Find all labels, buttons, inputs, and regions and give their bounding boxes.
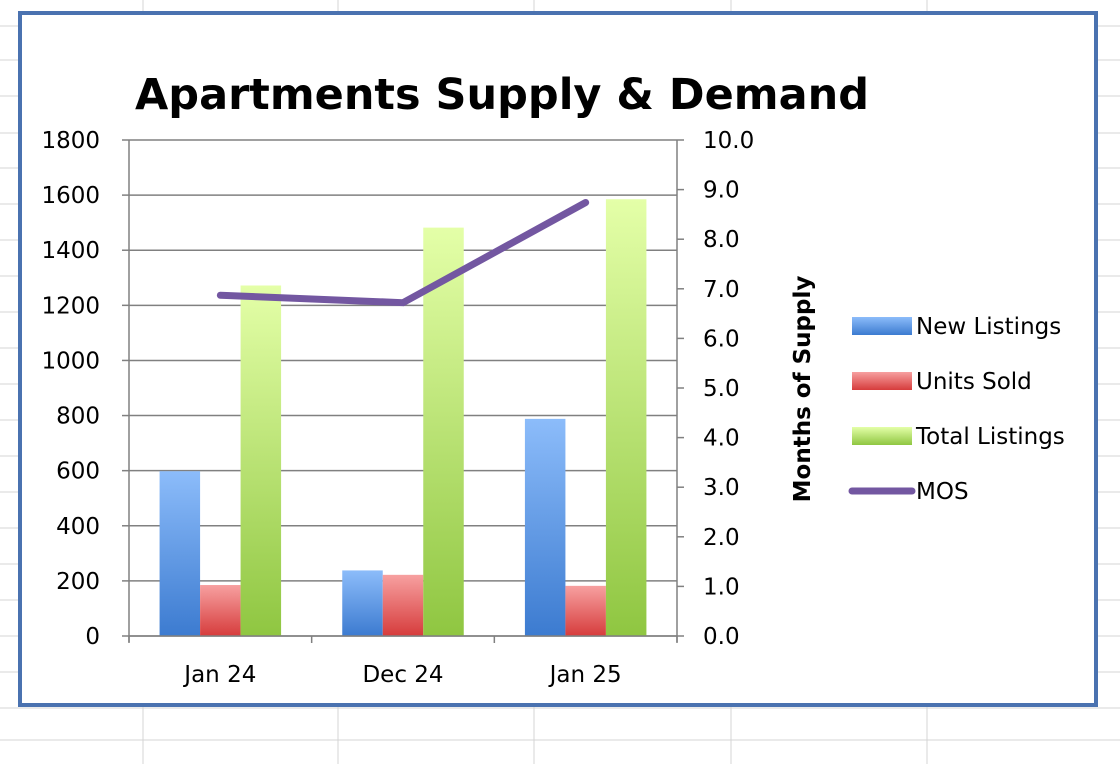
legend-label: New Listings xyxy=(916,314,1061,340)
legend-new-listings[interactable]: New Listings xyxy=(852,314,1061,340)
axes xyxy=(122,139,684,643)
legend-label: Total Listings xyxy=(915,424,1065,450)
legend-swatch xyxy=(852,317,912,335)
bar-series xyxy=(159,199,647,637)
y-tick-label: 1600 xyxy=(41,183,100,209)
bar-new-listings xyxy=(159,471,201,636)
y2-tick-label: 10.0 xyxy=(703,128,754,154)
y2-axis-tick-labels: 0.0 1.0 2.0 3.0 4.0 5.0 6.0 7.0 8.0 9.0 10.0 xyxy=(703,128,754,650)
y2-tick-label: 4.0 xyxy=(703,426,740,452)
y-tick-label: 1800 xyxy=(41,128,100,154)
y-tick-label: 800 xyxy=(56,404,100,430)
legend-units-sold[interactable]: Units Sold xyxy=(852,369,1032,395)
y-tick-label: 1000 xyxy=(41,348,100,374)
x-tick-label: Jan 25 xyxy=(548,662,622,688)
x-axis-tick-labels: Jan 24 Dec 24 Jan 25 xyxy=(182,662,621,688)
x-tick-label: Dec 24 xyxy=(362,662,443,688)
legend-total-listings[interactable]: Total Listings xyxy=(852,424,1065,450)
bar-units-sold xyxy=(382,574,424,636)
bar-total-listings xyxy=(605,199,647,636)
y2-tick-label: 7.0 xyxy=(703,277,740,303)
x-tick-label: Jan 24 xyxy=(182,662,256,688)
bar-units-sold xyxy=(565,585,606,636)
y2-tick-label: 6.0 xyxy=(703,326,740,352)
bar-new-listings xyxy=(342,570,383,636)
legend-swatch xyxy=(852,427,912,445)
y-tick-label: 600 xyxy=(56,459,100,485)
y-tick-label: 200 xyxy=(56,569,100,595)
y2-tick-label: 9.0 xyxy=(703,178,740,204)
legend-label: Units Sold xyxy=(916,369,1032,395)
y2-axis-title: Months of Supply xyxy=(790,276,816,503)
legend[interactable]: New Listings Units Sold Total Listings MOS xyxy=(848,314,1065,505)
chart: Apartments Supply & Demand Months of Sup… xyxy=(41,70,1065,688)
chart-frame[interactable]: Apartments Supply & Demand Months of Sup… xyxy=(18,11,1098,707)
bar-total-listings xyxy=(423,227,464,637)
chart-title: Apartments Supply & Demand xyxy=(135,70,869,120)
y-tick-label: 1200 xyxy=(41,293,100,319)
y-tick-label: 400 xyxy=(56,514,100,540)
y2-tick-label: 3.0 xyxy=(703,475,740,501)
y2-tick-label: 8.0 xyxy=(703,227,740,253)
legend-mos[interactable]: MOS xyxy=(848,479,969,505)
y2-tick-label: 0.0 xyxy=(703,624,740,650)
y-tick-label: 0 xyxy=(85,624,100,650)
bar-total-listings xyxy=(240,285,282,636)
y2-tick-label: 2.0 xyxy=(703,525,740,551)
y2-tick-label: 1.0 xyxy=(703,574,740,600)
legend-swatch xyxy=(852,372,912,390)
y-tick-label: 1400 xyxy=(41,238,100,264)
bar-units-sold xyxy=(200,585,241,636)
gridlines xyxy=(129,139,677,637)
y2-tick-label: 5.0 xyxy=(703,376,740,402)
y-axis-tick-labels: 0 200 400 600 800 1000 1200 1400 1600 1800 xyxy=(41,128,100,650)
bar-new-listings xyxy=(524,418,566,636)
mos-line-series xyxy=(216,198,590,307)
legend-label: MOS xyxy=(916,479,969,505)
